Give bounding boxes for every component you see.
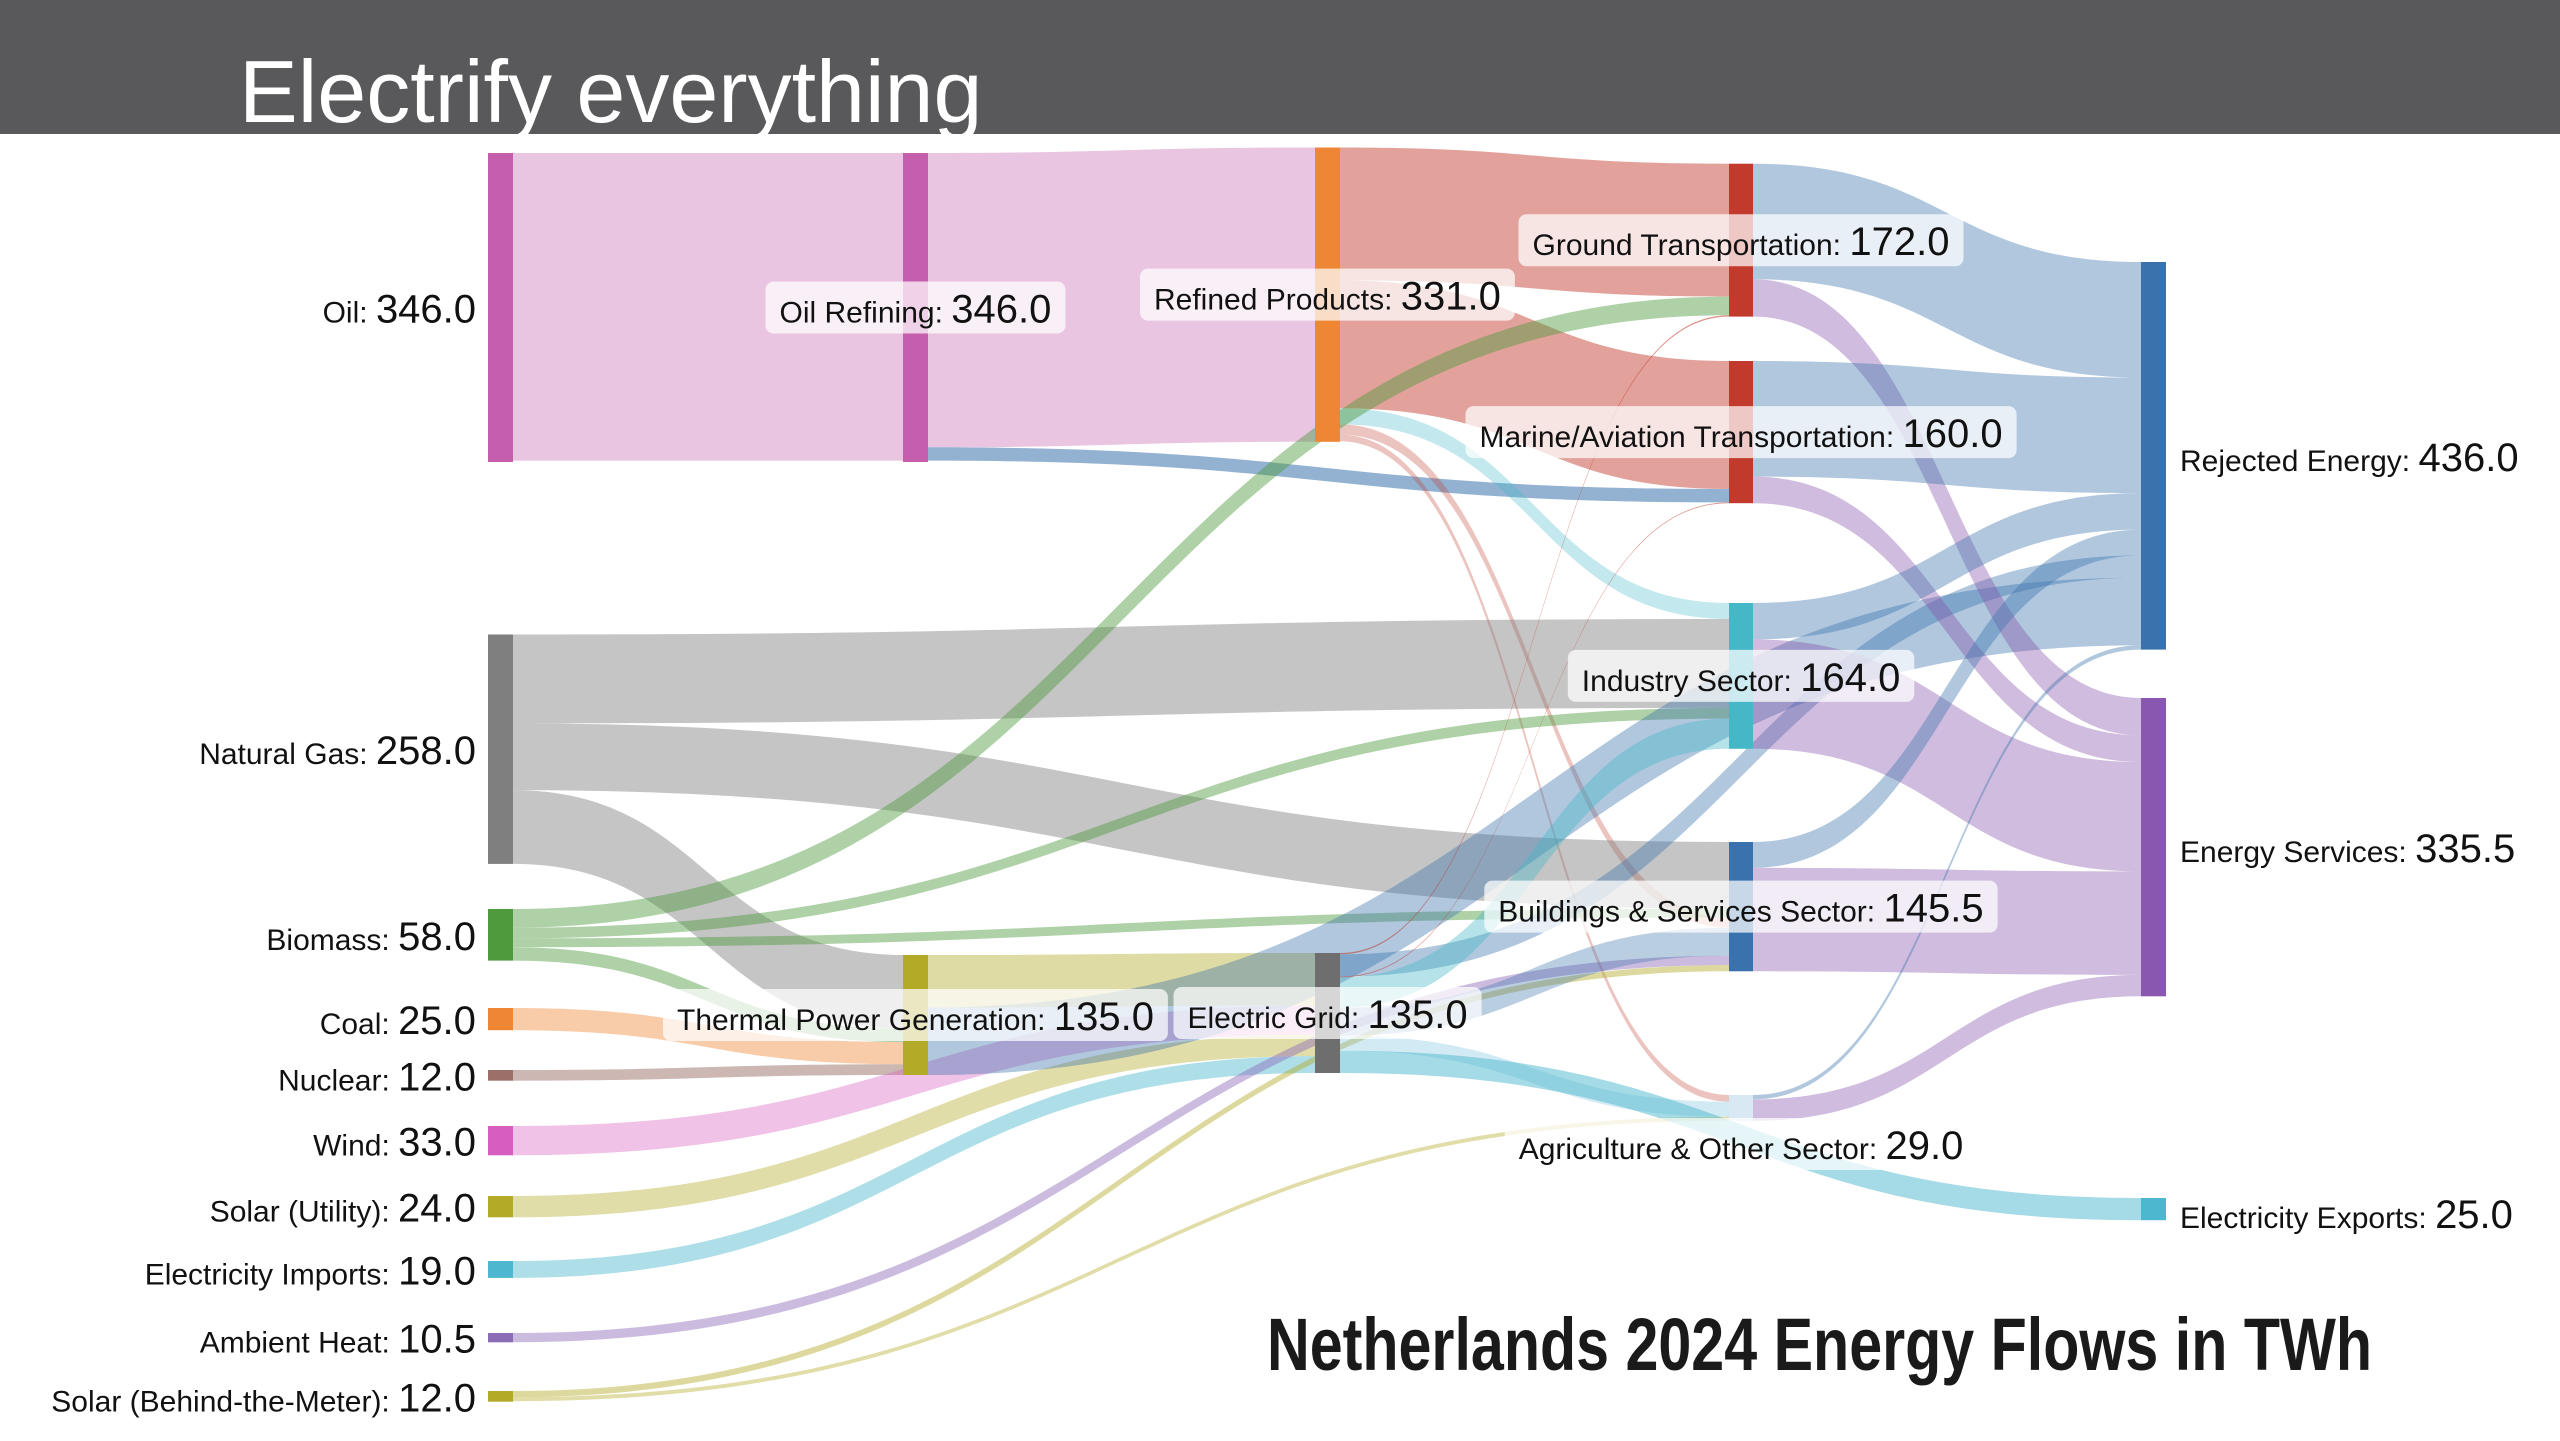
svg-text:Buildings & Services Sector: 1: Buildings & Services Sector: 145.5 xyxy=(1498,887,1983,931)
svg-text:Electrify everything: Electrify everything xyxy=(239,42,982,141)
svg-text:Netherlands 2024 Energy Flows: Netherlands 2024 Energy Flows in TWh xyxy=(1267,1303,2372,1386)
